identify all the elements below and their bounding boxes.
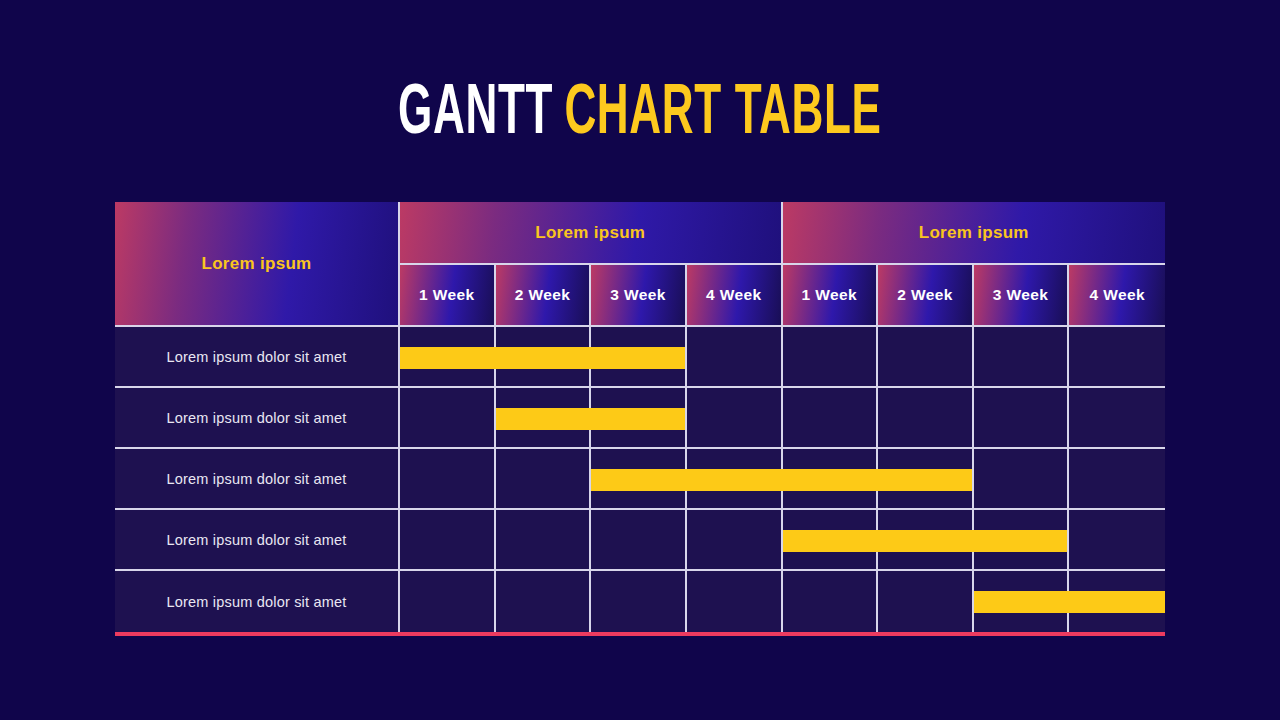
gantt-cell [687, 510, 783, 571]
week-header-8: 4 Week [1069, 265, 1165, 327]
week-header-2: 2 Week [496, 265, 592, 327]
gantt-cell [1069, 510, 1165, 571]
gantt-cell [783, 388, 879, 449]
task-label: Lorem ipsum dolor sit amet [115, 388, 400, 449]
gantt-bar [974, 591, 1165, 613]
gantt-cell [400, 571, 496, 632]
group-header-1: Lorem ipsum [400, 202, 783, 265]
week-header-6: 2 Week [878, 265, 974, 327]
task-label: Lorem ipsum dolor sit amet [115, 449, 400, 510]
gantt-cell [878, 327, 974, 388]
gantt-cell [974, 449, 1070, 510]
gantt-cell [1069, 327, 1165, 388]
gantt-cell [783, 327, 879, 388]
gantt-cell [400, 449, 496, 510]
task-label: Lorem ipsum dolor sit amet [115, 510, 400, 571]
gantt-cell [1069, 388, 1165, 449]
gantt-bar [496, 408, 685, 430]
gantt-table: Lorem ipsum Lorem ipsum Lorem ipsum 1 We… [115, 202, 1165, 636]
gantt-cell [783, 571, 879, 632]
gantt-cell [974, 388, 1070, 449]
task-label: Lorem ipsum dolor sit amet [115, 327, 400, 388]
slide-title: GANTTCHART TABLE [0, 74, 1280, 144]
week-header-4: 4 Week [687, 265, 783, 327]
week-header-5: 1 Week [783, 265, 879, 327]
slide-title-text: GANTTCHART TABLE [398, 74, 882, 144]
row-header-column-title: Lorem ipsum [115, 202, 400, 327]
gantt-bar [400, 347, 685, 369]
gantt-cell [591, 571, 687, 632]
gantt-cell [496, 571, 592, 632]
gantt-cell [496, 510, 592, 571]
gantt-cell [974, 327, 1070, 388]
gantt-bar [591, 469, 972, 491]
week-header-7: 3 Week [974, 265, 1070, 327]
group-header-2: Lorem ipsum [783, 202, 1166, 265]
gantt-cell [496, 449, 592, 510]
gantt-cell [878, 388, 974, 449]
gantt-cell [687, 388, 783, 449]
gantt-cell [1069, 449, 1165, 510]
week-header-3: 3 Week [591, 265, 687, 327]
gantt-bar [783, 530, 1068, 552]
gantt-cell [687, 571, 783, 632]
slide: GANTTCHART TABLE Lorem ipsum Lorem ipsum… [0, 0, 1280, 720]
gantt-cell [400, 510, 496, 571]
title-words-chart-table: CHART TABLE [565, 70, 882, 148]
task-label: Lorem ipsum dolor sit amet [115, 571, 400, 632]
gantt-cell [400, 388, 496, 449]
title-word-gantt: GANTT [398, 70, 553, 148]
gantt-cell [878, 571, 974, 632]
gantt-cell [687, 327, 783, 388]
week-header-1: 1 Week [400, 265, 496, 327]
gantt-cell [591, 510, 687, 571]
